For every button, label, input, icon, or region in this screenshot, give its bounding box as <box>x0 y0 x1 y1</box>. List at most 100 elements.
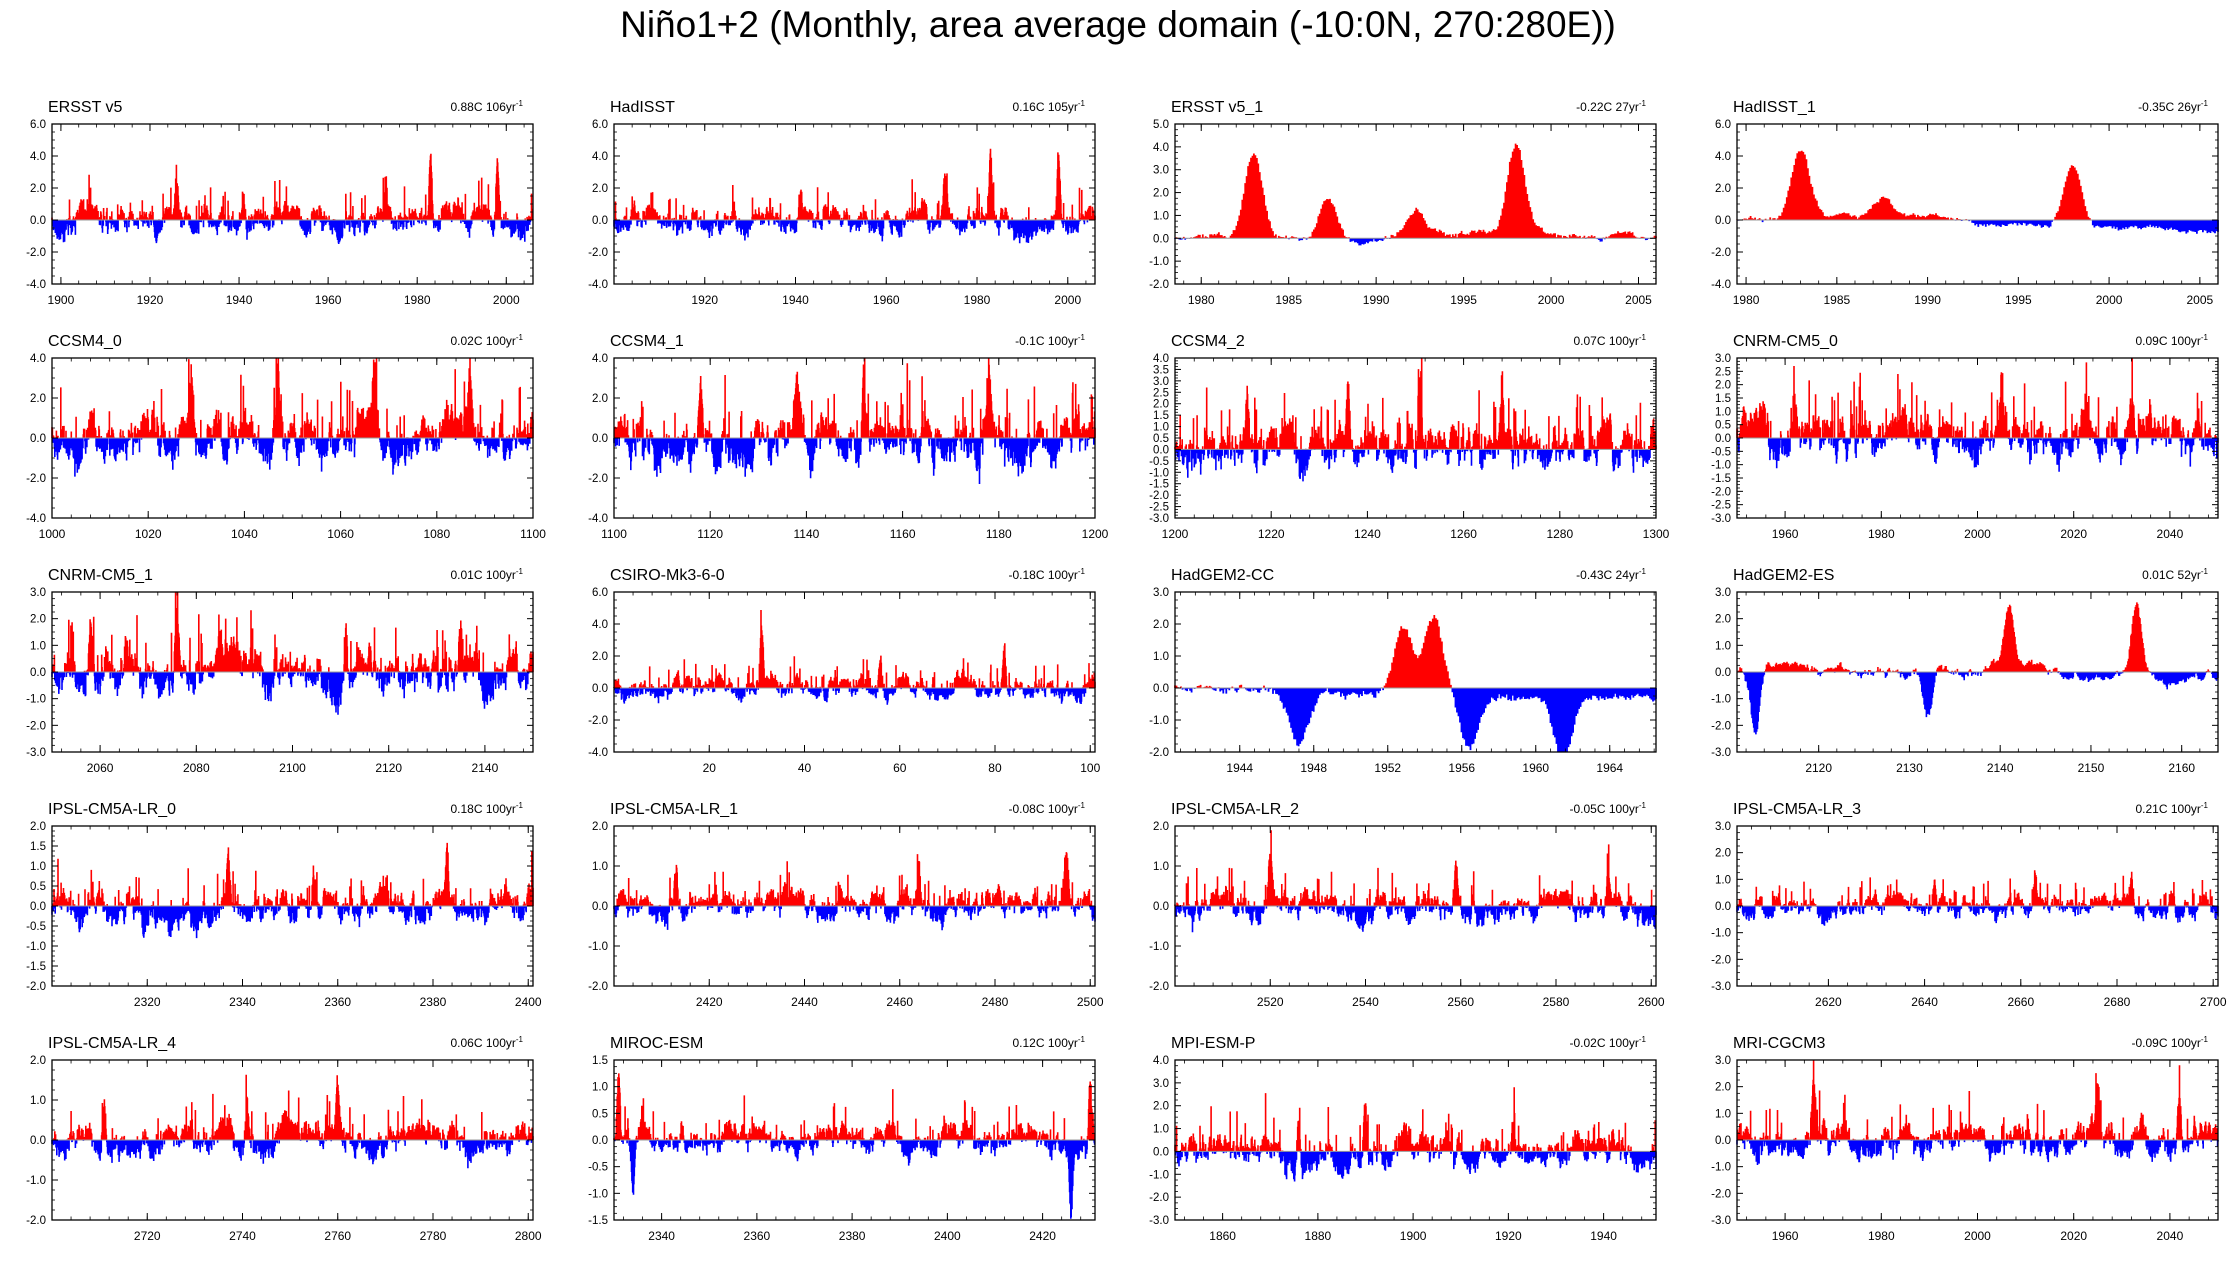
x-tick-label: 2580 <box>1543 995 1570 1009</box>
positive-anomaly-fill <box>1736 358 2217 438</box>
x-tick-label: 60 <box>893 761 907 775</box>
x-tick-label: 2160 <box>2168 761 2195 775</box>
y-tick-label: 2.0 <box>30 183 46 195</box>
x-tick-label: 2020 <box>2060 527 2087 541</box>
y-tick-label: 0.0 <box>592 901 608 913</box>
x-tick-label: 2080 <box>183 761 210 775</box>
x-tick-label: 1948 <box>1300 761 1327 775</box>
y-tick-label: 0.0 <box>1153 1146 1169 1158</box>
y-tick-label: -4.0 <box>588 513 608 525</box>
trend-exponent: -1 <box>1078 1035 1086 1044</box>
y-tick-label: 1.0 <box>1715 640 1731 652</box>
positive-anomaly-fill <box>1174 830 1653 906</box>
trend-exponent: -1 <box>1078 567 1086 576</box>
trend-value: -0.43C 24yr <box>1576 568 1639 582</box>
x-tick-label: 1900 <box>48 293 75 307</box>
panel-title: HadISST <box>610 99 675 116</box>
positive-anomaly-fill <box>613 1073 1096 1140</box>
y-tick-label: 2.0 <box>1715 1082 1731 1094</box>
x-tick-label: 2420 <box>696 995 723 1009</box>
y-tick-label: -4.0 <box>26 279 46 291</box>
x-tick-label: 2000 <box>1054 293 1081 307</box>
panel-title: MPI-ESM-P <box>1171 1035 1255 1052</box>
y-tick-label: 3.0 <box>1715 821 1731 833</box>
y-tick-label: 3.0 <box>1715 1055 1731 1067</box>
y-tick-label: -1.5 <box>1711 473 1731 485</box>
positive-anomaly-fill <box>613 358 1096 438</box>
trend-label: 0.16C 105yr-1 <box>1013 99 1086 114</box>
x-tick-label: 1960 <box>1522 761 1549 775</box>
trend-exponent: -1 <box>2201 1035 2209 1044</box>
trend-label: -0.43C 24yr-1 <box>1576 567 1646 582</box>
y-tick-label: -2.0 <box>1149 1192 1169 1204</box>
y-tick-label: -4.0 <box>588 747 608 759</box>
x-tick-label: 2040 <box>2157 527 2184 541</box>
x-tick-label: 2005 <box>1625 293 1652 307</box>
positive-anomaly-fill <box>614 148 1096 220</box>
y-tick-label: -1.0 <box>26 941 46 953</box>
y-tick-label: 2.0 <box>592 821 608 833</box>
x-tick-label: 1990 <box>1363 293 1390 307</box>
trend-label: 0.02C 100yr-1 <box>451 333 524 348</box>
x-tick-label: 2760 <box>324 1229 351 1243</box>
trend-value: 0.09C 100yr <box>2136 334 2201 348</box>
chart-panel-20: 3.0 2.0 1.0 0.0 -1.0 -2.0 -3.0 1960 1980 2000 2020… <box>1711 1035 2219 1243</box>
y-tick-label: -3.0 <box>26 747 46 759</box>
trend-value: -0.1C 100yr <box>1015 334 1078 348</box>
y-tick-label: 1.0 <box>1153 861 1169 873</box>
y-tick-label: 0.0 <box>592 683 608 695</box>
y-tick-label: 6.0 <box>30 119 46 131</box>
x-tick-label: 2000 <box>493 293 520 307</box>
x-tick-label: 2660 <box>2007 995 2034 1009</box>
panel-title: ERSST v5 <box>48 99 123 116</box>
negative-anomaly-fill <box>51 672 530 715</box>
y-tick-label: 2.0 <box>592 183 608 195</box>
y-tick-label: 3.0 <box>1715 587 1731 599</box>
negative-anomaly-fill <box>1736 906 2219 926</box>
y-tick-label: 1.0 <box>1715 874 1731 886</box>
positive-anomaly-fill <box>1736 870 2214 906</box>
x-tick-label: 1940 <box>226 293 253 307</box>
chart-panel-12: 3.0 2.0 1.0 0.0 -1.0 -2.0 -3.0 2120 2130 2140 2150… <box>1711 567 2219 775</box>
x-tick-label: 1900 <box>1400 1229 1427 1243</box>
x-tick-label: 1000 <box>39 527 66 541</box>
x-tick-label: 2380 <box>839 1229 866 1243</box>
y-tick-label: -2.0 <box>1711 720 1731 732</box>
y-tick-label: 0.0 <box>1715 215 1731 227</box>
y-tick-label: 2.0 <box>1153 619 1169 631</box>
y-tick-label: 2.0 <box>592 393 608 405</box>
trend-value: 0.12C 100yr <box>1013 1036 1078 1050</box>
trend-label: 0.21C 100yr-1 <box>2136 801 2209 816</box>
y-tick-label: -2.0 <box>588 981 608 993</box>
negative-anomaly-fill <box>614 688 1088 705</box>
y-tick-label: 2.0 <box>30 1055 46 1067</box>
x-tick-label: 2120 <box>1805 761 1832 775</box>
chart-panel-8: 3.02.5 2.01.51.0 0.50.0-0.5 -1.0-1.5-2.0 -2.… <box>1711 333 2219 541</box>
y-tick-label: 2.0 <box>1153 399 1169 411</box>
y-tick-label: 1.0 <box>30 861 46 873</box>
panel-title: IPSL-CM5A-LR_3 <box>1733 801 1861 818</box>
y-tick-label: 4.0 <box>1153 142 1169 154</box>
y-tick-label: 6.0 <box>592 119 608 131</box>
x-tick-label: 2560 <box>1447 995 1474 1009</box>
x-tick-label: 2000 <box>1964 1229 1991 1243</box>
x-tick-label: 20 <box>703 761 717 775</box>
y-tick-label: -0.5 <box>1711 446 1731 458</box>
trend-value: -0.09C 100yr <box>2132 1036 2201 1050</box>
trend-label: -0.09C 100yr-1 <box>2132 1035 2209 1050</box>
x-tick-label: 1040 <box>231 527 258 541</box>
x-tick-label: 1940 <box>1590 1229 1617 1243</box>
x-tick-label: 2060 <box>87 761 114 775</box>
x-tick-label: 2130 <box>1896 761 1923 775</box>
x-tick-label: 2140 <box>472 761 499 775</box>
x-tick-label: 1995 <box>2005 293 2032 307</box>
y-tick-label: 0.0 <box>592 215 608 227</box>
panel-title: HadGEM2-CC <box>1171 567 1274 584</box>
x-tick-label: 1960 <box>1772 1229 1799 1243</box>
trend-exponent: -1 <box>1639 99 1647 108</box>
x-tick-label: 2040 <box>2157 1229 2184 1243</box>
trend-value: 0.16C 105yr <box>1013 100 1078 114</box>
y-tick-label: 4.0 <box>592 151 608 163</box>
x-tick-label: 2360 <box>324 995 351 1009</box>
